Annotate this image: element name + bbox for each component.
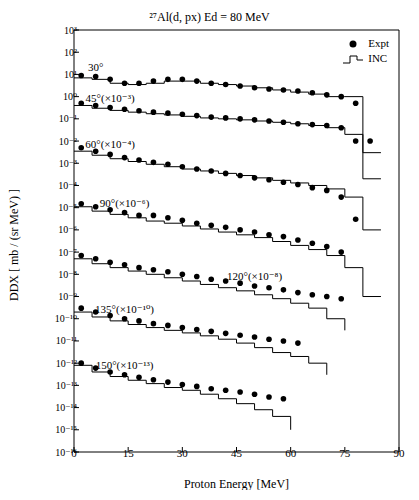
svg-text:10⁻⁸: 10⁻⁸	[58, 269, 77, 280]
html-text:INC: INC	[368, 52, 388, 64]
svg-text:10⁻¹⁴: 10⁻¹⁴	[55, 402, 77, 413]
svg-text:60: 60	[285, 447, 297, 459]
svg-text:10⁻¹³: 10⁻¹³	[56, 380, 77, 391]
svg-text:120°(×10⁻⁸): 120°(×10⁻⁸)	[227, 270, 282, 283]
svg-text:10¹: 10¹	[64, 69, 77, 80]
svg-text:45°(×10⁻³): 45°(×10⁻³)	[86, 92, 135, 105]
svg-text:15: 15	[123, 447, 135, 459]
svg-text:10⁻⁷: 10⁻⁷	[58, 247, 77, 258]
svg-text:60°(×10⁻⁴): 60°(×10⁻⁴)	[85, 138, 135, 151]
svg-text:10⁻¹²: 10⁻¹²	[56, 358, 77, 369]
svg-text:10⁻¹⁶: 10⁻¹⁶	[55, 447, 77, 458]
svg-text:10⁻¹⁰: 10⁻¹⁰	[55, 313, 77, 324]
svg-text:10⁻³: 10⁻³	[59, 158, 77, 169]
svg-text:90°(×10⁻⁶): 90°(×10⁻⁶)	[100, 197, 150, 210]
html-text:Expt: Expt	[368, 37, 389, 49]
svg-text:10⁻¹: 10⁻¹	[59, 113, 77, 124]
svg-text:10⁻⁵: 10⁻⁵	[58, 202, 77, 213]
svg-text:10⁻²: 10⁻²	[59, 136, 77, 147]
html-text:²⁷Al(d, px) Ed = 80 MeV: ²⁷Al(d, px) Ed = 80 MeV	[149, 10, 270, 24]
svg-text:30°: 30°	[88, 61, 103, 73]
svg-text:30: 30	[177, 447, 189, 459]
svg-text:90: 90	[394, 447, 406, 459]
svg-text:150°(×10⁻¹³): 150°(×10⁻¹³)	[96, 359, 154, 372]
svg-text:10²: 10²	[64, 47, 77, 58]
svg-text:10⁰: 10⁰	[63, 91, 77, 102]
svg-text:10⁻¹¹: 10⁻¹¹	[56, 335, 77, 346]
svg-text:DDX [ mb / (sr MeV) ]: DDX [ mb / (sr MeV) ]	[8, 189, 21, 301]
svg-text:10⁻⁹: 10⁻⁹	[58, 291, 77, 302]
svg-text:10⁻⁴: 10⁻⁴	[58, 180, 77, 191]
svg-text:45: 45	[231, 447, 243, 459]
svg-text:Proton Energy [MeV]: Proton Energy [MeV]	[184, 477, 289, 490]
svg-text:10⁻¹⁵: 10⁻¹⁵	[55, 424, 77, 435]
svg-text:135°(×10⁻¹⁰): 135°(×10⁻¹⁰)	[95, 303, 154, 316]
svg-text:10⁻⁶: 10⁻⁶	[58, 224, 77, 235]
svg-text:10³: 10³	[64, 26, 77, 36]
svg-text:75: 75	[339, 447, 351, 459]
